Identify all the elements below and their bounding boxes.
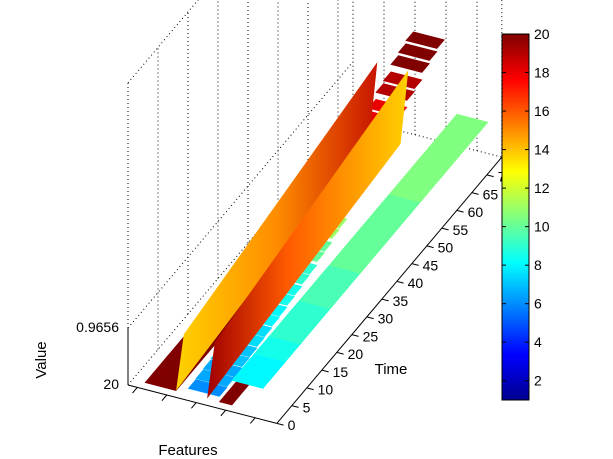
time-tick-label: 50: [438, 240, 454, 256]
time-tick-label: 30: [378, 311, 394, 327]
time-tick-mark: [411, 263, 419, 266]
time-tick-mark: [381, 298, 389, 302]
colorbar-gradient: [501, 33, 530, 401]
time-tick-label: 45: [423, 257, 439, 273]
surface-cell: [405, 31, 445, 49]
colorbar-tick-label: 10: [534, 219, 550, 235]
features-axis-label: Features: [158, 442, 217, 459]
time-tick-label: 65: [483, 186, 499, 202]
features-axis-line: [127, 384, 277, 424]
colorbar-tick-label: 6: [534, 296, 542, 312]
time-axis: 0510152025303540455055606570: [276, 169, 513, 433]
time-tick-mark: [276, 422, 284, 426]
time-tick-mark: [291, 405, 299, 408]
time-tick-label: 25: [363, 328, 379, 344]
time-tick-label: 10: [318, 382, 334, 398]
gridline: [127, 0, 199, 84]
time-tick-mark: [321, 369, 329, 373]
colorbar-tick-label: 8: [534, 257, 542, 273]
time-tick-label: 0: [288, 417, 296, 433]
time-axis-label: Time: [375, 361, 408, 378]
colorbar-tick-label: 14: [534, 142, 550, 158]
time-tick-mark: [336, 351, 344, 355]
time-tick-label: 5: [303, 399, 311, 415]
time-tick-mark: [351, 334, 359, 337]
colorbar-tick-label: 12: [534, 180, 550, 196]
colorbar-tick-label: 18: [534, 65, 550, 81]
time-tick-label: 35: [393, 293, 409, 309]
surface-ridge: [176, 62, 378, 391]
value-axis-label: Value: [33, 341, 50, 378]
time-axis-line: [276, 156, 503, 424]
colorbar-tick-label: 4: [534, 334, 542, 350]
time-tick-mark: [306, 387, 314, 391]
time-tick-label: 15: [333, 364, 349, 380]
time-tick-label: 20: [348, 346, 364, 362]
surface-ridge: [207, 70, 409, 399]
features-tick-mark: [191, 402, 197, 409]
value-tick-bottom: 20: [103, 376, 119, 392]
time-tick-mark: [471, 192, 479, 195]
time-tick-mark: [456, 209, 464, 213]
time-tick-mark: [396, 280, 404, 284]
time-tick-mark: [426, 245, 434, 249]
time-tick-mark: [441, 227, 449, 231]
axes-box: [127, 0, 503, 424]
features-tick-mark: [249, 417, 256, 424]
features-tick-mark: [132, 387, 138, 394]
time-tick-mark: [486, 174, 494, 178]
colorbar-tick-label: 16: [534, 103, 550, 119]
features-tick-mark: [220, 409, 227, 417]
surface-cell: [448, 113, 489, 132]
surface-cell: [397, 43, 438, 61]
colorbar-tick-label: 2: [534, 373, 542, 389]
surface: [144, 31, 489, 406]
colorbar: 2 4 6 8 10 12 14 16 18 20: [501, 26, 550, 401]
time-tick-mark: [366, 316, 374, 320]
time-tick-label: 60: [468, 204, 484, 220]
surface-cell: [390, 55, 430, 73]
time-tick-label: 40: [408, 275, 424, 291]
features-tick-mark: [161, 394, 168, 402]
colorbar-tick-label: 20: [534, 26, 550, 42]
time-tick-label: 55: [453, 222, 469, 238]
features-axis-ticks: [132, 387, 256, 424]
value-tick-top: 0.9656: [76, 319, 119, 335]
